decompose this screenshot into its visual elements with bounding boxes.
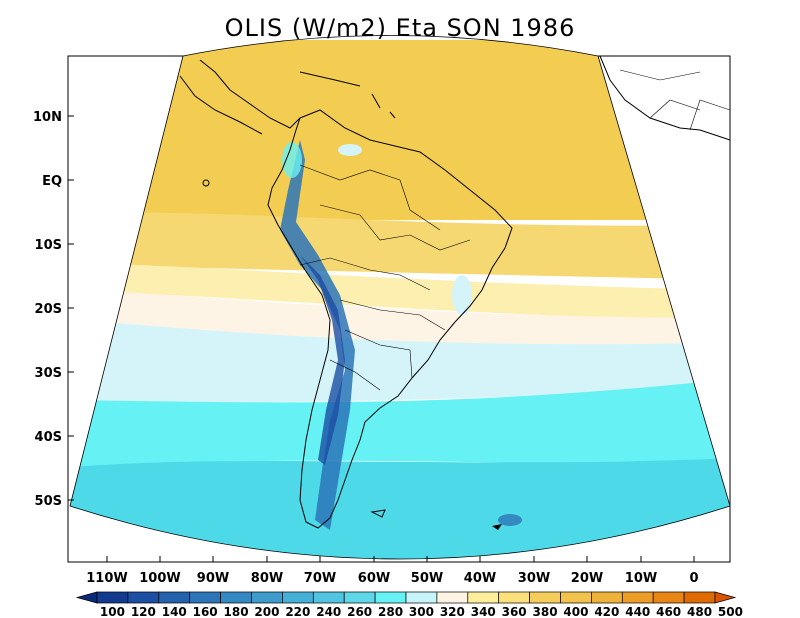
colorbar-box: [436, 591, 469, 604]
lat-label-40s: 40S: [35, 430, 62, 445]
andes-low-olr: [280, 140, 355, 530]
colorbar-box: [591, 591, 623, 604]
colorbar-box: [405, 591, 438, 604]
colorbar-label: 460: [656, 605, 681, 618]
lon-label-100w: 100W: [139, 571, 180, 586]
south-georgia: [492, 524, 502, 530]
colorbar-label: 160: [193, 605, 218, 618]
colorbar-label: 260: [347, 605, 372, 618]
lat-label-10s: 10S: [35, 238, 62, 253]
colorbar-label: 360: [502, 605, 527, 618]
colorbar-box: [312, 591, 345, 604]
galapagos-islands: [202, 179, 210, 187]
africa-borders: [619, 69, 731, 131]
colorbar-box: [652, 591, 685, 604]
colorbar-low-arrow: [75, 591, 98, 604]
colorbar-label: 500: [718, 605, 743, 618]
colorbar-label: 440: [625, 605, 650, 618]
colorbar-label: 200: [254, 605, 279, 618]
colorbar-box: [158, 591, 191, 604]
colorbar-high-arrow: [714, 591, 737, 604]
south-america-coastline: [267, 109, 513, 529]
map-title: OLIS (W/m2) Eta SON 1986: [224, 14, 576, 42]
lon-label-70w: 70W: [304, 571, 336, 586]
colorbar-box: [282, 591, 314, 604]
colorbar-box: [251, 591, 283, 604]
falkland-islands: [370, 509, 386, 518]
colorbar-label: 220: [285, 605, 310, 618]
lat-label-10n: 10N: [33, 110, 62, 125]
colorbar-label: 320: [440, 605, 465, 618]
colorbar-box: [189, 591, 221, 604]
band-southern-cyan: [70, 458, 730, 559]
colorbar-label: 240: [316, 605, 341, 618]
andes-core: [300, 255, 345, 465]
lon-label-90w: 90W: [197, 571, 229, 586]
colorbar-box: [621, 591, 654, 604]
colorbar-box: [529, 591, 561, 604]
colorbar-box: [220, 591, 252, 604]
lon-label-30w: 30W: [518, 571, 550, 586]
caribbean-islands: [299, 71, 396, 119]
colorbar-label: 380: [533, 605, 558, 618]
colorbar-box: [374, 591, 407, 604]
lon-label-50w: 50W: [411, 571, 443, 586]
latitude-axis: 10N EQ 10S 20S 30S 40S 50S: [33, 110, 74, 509]
band-light-cyan: [70, 318, 730, 405]
country-borders: [299, 164, 471, 391]
lat-label-30s: 30S: [35, 366, 62, 381]
colorbar-label: 280: [378, 605, 403, 618]
colorbar-label: 480: [687, 605, 712, 618]
band-light-yellow: [70, 262, 730, 320]
cloud-patch-patagonia: [498, 514, 522, 526]
lon-label-0: 0: [689, 571, 698, 586]
lat-label-50s: 50S: [35, 494, 62, 509]
cloud-patch-venezuela: [338, 144, 362, 156]
lon-label-110w: 110W: [86, 571, 127, 586]
colorbar-label: 300: [409, 605, 434, 618]
lat-label-eq: EQ: [42, 174, 62, 189]
lat-label-20s: 20S: [35, 302, 62, 317]
colorbar-label: 420: [594, 605, 619, 618]
central-america-coastline: [179, 59, 301, 135]
band-cyan: [70, 378, 730, 470]
colorbar-label: 120: [131, 605, 156, 618]
lon-label-80w: 80W: [251, 571, 283, 586]
colorbar: 100 120 140 160 180 200 220 240 260 280 300 320 340 3…: [75, 591, 743, 618]
colorbar-label: 400: [563, 605, 588, 618]
cloud-patch-southeast-brazil: [452, 275, 472, 315]
lon-label-20w: 20W: [571, 571, 603, 586]
lon-label-10w: 10W: [625, 571, 657, 586]
colorbar-label: 180: [224, 605, 249, 618]
colorbar-box: [127, 591, 160, 604]
domain-outline: [69, 35, 731, 560]
colorbar-box: [343, 591, 376, 604]
longitude-axis: 110W 100W 90W 80W 70W 60W 50W 40W 30W 20…: [86, 556, 699, 586]
colorbar-label: 100: [100, 605, 125, 618]
colorbar-box: [498, 591, 530, 604]
colorbar-label: 340: [471, 605, 496, 618]
data-domain: [70, 40, 730, 559]
lon-label-60w: 60W: [358, 571, 390, 586]
cloud-patch-colombia: [282, 142, 302, 178]
colorbar-box: [560, 591, 592, 604]
lon-label-40w: 40W: [464, 571, 496, 586]
colorbar-box: [467, 591, 500, 604]
band-subtropics: [70, 212, 730, 280]
colorbar-box: [96, 591, 129, 604]
colorbar-label: 140: [162, 605, 187, 618]
colorbar-box: [683, 591, 716, 604]
